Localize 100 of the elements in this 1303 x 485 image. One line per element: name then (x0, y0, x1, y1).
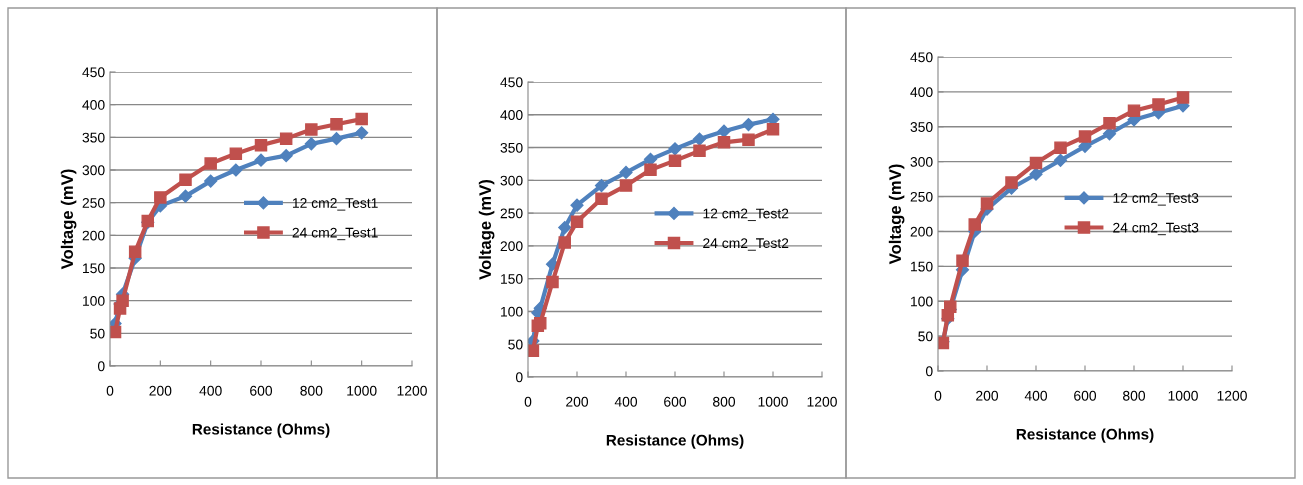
point (1078, 130, 1092, 143)
y-tick-label: 100 (83, 296, 105, 306)
x-tick-label: 1200 (397, 385, 427, 396)
point (179, 173, 192, 187)
point (304, 137, 318, 151)
point (741, 118, 756, 132)
x-tick-label: 800 (300, 385, 323, 396)
x-tick-label: 1200 (807, 396, 837, 407)
point (644, 163, 657, 177)
y-tick-label: 100 (501, 306, 523, 317)
point (1102, 127, 1117, 141)
y-axis-title: Voltage (mV) (478, 180, 495, 280)
y-tick-label: 200 (82, 230, 105, 241)
y-tick-label: 250 (82, 198, 105, 208)
y-tick-label: 250 (910, 191, 933, 202)
x-tick-label: 600 (1074, 390, 1097, 401)
y-tick-label: 300 (500, 175, 523, 186)
y-tick-label: 300 (910, 157, 933, 167)
point (980, 197, 994, 210)
point (558, 236, 572, 249)
point (204, 157, 217, 170)
point (546, 275, 559, 289)
x-tick-label: 600 (250, 385, 273, 396)
y-tick-label: 400 (82, 100, 105, 110)
point (1005, 176, 1018, 189)
point (742, 133, 755, 146)
x-tick-label: 800 (713, 396, 736, 407)
x-axis-title: Resistance (Ohms) (1016, 428, 1154, 443)
legend-label: 12 cm2_Test1 (292, 198, 378, 211)
point (254, 138, 268, 152)
x-tick-label: 400 (1024, 390, 1048, 401)
point (279, 149, 293, 163)
point (692, 132, 707, 146)
y-tick-label: 350 (82, 132, 105, 143)
x-tick-label: 1000 (758, 396, 788, 407)
y-tick-label: 200 (910, 226, 933, 237)
x-tick-label: 0 (106, 385, 114, 396)
point (668, 154, 682, 167)
point (355, 126, 369, 140)
x-axis-title: Resistance (Ohms) (192, 423, 330, 438)
y-tick-label: 250 (500, 208, 523, 219)
point (1029, 156, 1043, 170)
x-tick-label: 400 (199, 385, 222, 396)
point (619, 179, 633, 192)
point (154, 191, 167, 204)
point (229, 163, 243, 177)
y-tick-label: 400 (500, 110, 523, 120)
x-tick-label: 600 (664, 396, 687, 407)
point (116, 294, 129, 307)
x-tick-label: 800 (1123, 390, 1146, 401)
y-tick-label: 0 (925, 366, 933, 377)
point (968, 218, 982, 231)
x-tick-label: 0 (934, 390, 942, 401)
y-tick-label: 150 (501, 274, 523, 284)
y-tick-label: 400 (910, 87, 933, 98)
point (305, 123, 318, 136)
point (766, 122, 780, 136)
y-tick-label: 450 (910, 52, 933, 63)
point (717, 136, 731, 149)
y-tick-label: 450 (500, 77, 523, 88)
point (355, 112, 368, 126)
point (619, 165, 633, 180)
y-tick-label: 300 (82, 165, 105, 176)
legend-label: 12 cm2_Test3 (1113, 193, 1199, 206)
point (668, 142, 682, 156)
x-tick-label: 1000 (1168, 390, 1198, 401)
point (558, 220, 572, 235)
legend-label: 24 cm2_Test2 (703, 238, 789, 251)
point (594, 178, 609, 193)
point (330, 118, 343, 131)
point (956, 254, 969, 268)
point (570, 198, 584, 212)
point (595, 192, 608, 205)
x-tick-label: 400 (614, 396, 638, 407)
y-tick-label: 150 (911, 261, 933, 272)
point (1103, 117, 1116, 130)
y-tick-label: 450 (82, 67, 105, 78)
legend-label: 24 cm2_Test1 (292, 227, 378, 241)
point (570, 215, 584, 228)
x-axis-title: Resistance (Ohms) (606, 434, 744, 449)
point (178, 189, 193, 203)
y-tick-label: 350 (910, 122, 933, 132)
point (1054, 141, 1067, 154)
y-axis-title: Voltage (mV) (888, 164, 905, 265)
y-tick-label: 50 (918, 331, 933, 342)
point (254, 153, 268, 167)
point (279, 132, 293, 145)
y-tick-label: 200 (500, 241, 523, 252)
point (1176, 91, 1190, 104)
y-tick-label: 0 (97, 361, 105, 372)
point (128, 245, 142, 258)
y-tick-label: 150 (83, 263, 105, 274)
x-tick-label: 1000 (347, 385, 377, 396)
y-tick-label: 100 (911, 296, 933, 307)
point (204, 174, 218, 188)
point (1127, 104, 1141, 117)
y-axis-title: Voltage (mV) (60, 169, 77, 270)
point (1029, 167, 1043, 181)
point (329, 132, 344, 146)
x-tick-label: 200 (976, 390, 999, 401)
